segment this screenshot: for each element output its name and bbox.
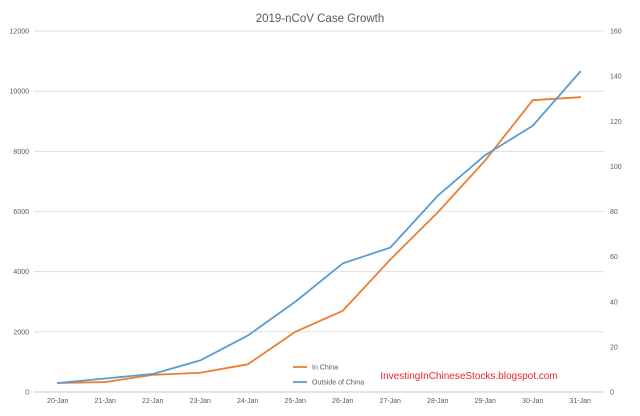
y-left-tick-label: 6000 [13,209,29,216]
x-axis: 20-Jan 21-Jan 22-Jan 23-Jan 24-Jan 25-Jan 26-J… [34,391,604,405]
x-tick-label: 21-Jan [95,398,117,405]
series [56,70,582,384]
x-tick-label: 22-Jan [142,398,164,405]
x-tick-label: 30-Jan [522,398,544,405]
y-left-tick-label: 10000 [10,89,30,96]
x-tick-label: 20-Jan [47,398,69,405]
y-left-tick-label: 12000 [10,29,30,36]
y-left-tick-label: 0 [25,390,29,397]
y-axis-right: 0 20 40 60 80 100 120 140 160 [610,29,622,397]
y-left-tick-label: 8000 [13,149,29,156]
x-tick-label: 31-Jan [570,398,592,405]
grid [34,30,604,393]
legend-label: Outside of China [312,380,364,387]
chart-title: 2019-nCoV Case Growth [256,13,384,25]
x-tick-label: 24-Jan [237,398,259,405]
legend: In China Outside of China [293,365,364,387]
y-left-tick-label: 2000 [13,329,29,336]
legend-label: In China [312,365,338,372]
y-right-tick-label: 80 [610,209,618,216]
y-right-tick-label: 140 [610,74,622,81]
x-tick-label: 27-Jan [380,398,402,405]
y-right-tick-label: 40 [610,299,618,306]
y-left-tick-label: 4000 [13,269,29,276]
series-line-1 [56,96,582,384]
y-axis-left: 0 2000 4000 6000 8000 10000 12000 [10,29,30,397]
x-tick-label: 29-Jan [475,398,497,405]
y-right-tick-label: 160 [610,29,622,36]
y-right-tick-label: 120 [610,119,622,126]
x-tick-label: 26-Jan [332,398,354,405]
x-tick-label: 23-Jan [190,398,212,405]
watermark: InvestingInChineseStocks.blogspot.com [380,371,557,382]
y-right-tick-label: 100 [610,164,622,171]
y-right-tick-label: 60 [610,254,618,261]
x-tick-label: 25-Jan [285,398,307,405]
y-right-tick-label: 0 [610,390,614,397]
y-right-tick-label: 20 [610,344,618,351]
x-tick-label: 28-Jan [427,398,449,405]
series-line-2 [56,70,582,384]
